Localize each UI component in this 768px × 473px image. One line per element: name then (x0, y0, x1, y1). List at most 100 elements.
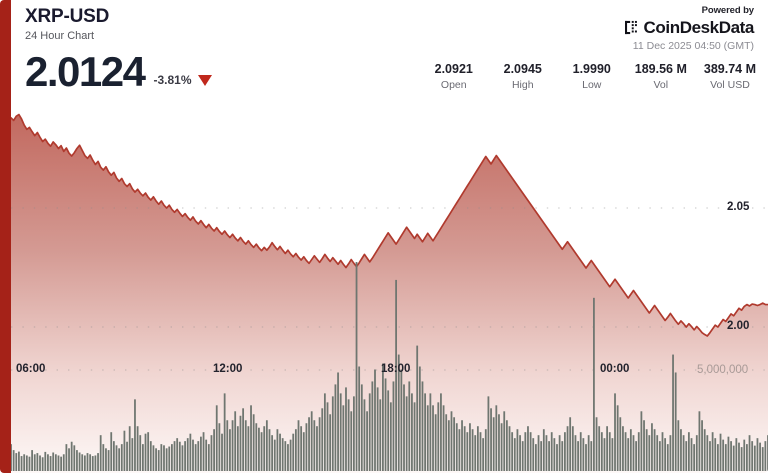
volume-bar (474, 435, 477, 471)
volume-bar (476, 426, 479, 471)
volume-bar (215, 405, 218, 471)
volume-bar (434, 414, 437, 471)
volume-bar (616, 405, 619, 471)
volume-bar (226, 420, 229, 471)
volume-bar (421, 381, 424, 471)
volume-bar (144, 433, 147, 471)
volume-bar (437, 402, 440, 471)
volume-bar (529, 432, 532, 471)
volume-bar (714, 438, 717, 471)
x-axis-tick-0000: 00:00 (600, 363, 630, 375)
volume-bar (152, 445, 155, 471)
volume-bar (651, 423, 653, 471)
volume-bar (521, 441, 524, 471)
volume-bar (326, 402, 329, 471)
volume-bar (685, 441, 688, 471)
volume-bar (564, 432, 566, 471)
title-block: XRP-USD 24 Hour Chart (25, 6, 109, 43)
volume-bar (60, 456, 63, 471)
volume-bar (197, 441, 200, 471)
volume-bar (490, 408, 492, 471)
volume-bar (743, 439, 746, 471)
volume-bar (508, 426, 511, 471)
volume-bar (62, 454, 65, 471)
volume-bar (234, 411, 237, 471)
volume-bar (189, 433, 192, 471)
volume-bar (682, 435, 685, 471)
volume-bar (134, 399, 136, 471)
volume-bar (637, 432, 640, 471)
brand-name-row: CoinDeskData (624, 18, 754, 37)
volume-bar (10, 444, 12, 471)
volume-bar (738, 442, 740, 471)
volume-bar (44, 451, 47, 471)
volume-bar (33, 454, 36, 471)
volume-bar (487, 396, 490, 471)
volume-bar (110, 432, 113, 471)
volume-bar (748, 435, 751, 471)
volume-bar (542, 429, 545, 471)
volume-bar (751, 441, 754, 471)
volume-bar (210, 435, 213, 471)
volume-bar (527, 426, 529, 471)
volume-bar (387, 390, 390, 471)
volume-bar (674, 372, 677, 471)
volume-bar (155, 448, 157, 471)
volume-bar (693, 444, 696, 471)
volume-bar (658, 441, 661, 471)
stat-low: 1.9990 Low (566, 62, 618, 92)
volume-bar (550, 432, 553, 471)
volume-bar (294, 429, 297, 471)
volume-bar (297, 420, 300, 471)
volume-bar (131, 438, 134, 471)
left-edge-accent (0, 0, 11, 473)
volume-bar (255, 423, 258, 471)
volume-bar (263, 426, 266, 471)
x-axis-tick-1200: 12:00 (213, 363, 243, 375)
volume-bar (57, 455, 60, 471)
volume-bar (635, 441, 638, 471)
volume-bar (83, 455, 86, 471)
volume-bar (429, 393, 432, 471)
volume-bar (213, 429, 215, 471)
volume-bar (200, 436, 202, 471)
volume-bar (730, 441, 732, 471)
volume-bar (593, 297, 595, 471)
volume-bar (192, 439, 194, 471)
volume-bar (284, 441, 287, 471)
volume-bar (178, 441, 181, 471)
volume-bar (244, 420, 247, 471)
price-line (10, 113, 768, 337)
volume-axis-tick: 5,000,000 (697, 364, 749, 376)
volume-bar (221, 433, 223, 471)
volume-bar (231, 420, 234, 471)
volume-bar (207, 444, 210, 471)
volume-bar (624, 432, 627, 471)
volume-bar (759, 442, 761, 471)
price-area-fill (11, 114, 768, 473)
volume-bar (350, 411, 353, 471)
volume-bar (479, 432, 482, 471)
volume-bar (463, 426, 466, 471)
volume-bar (345, 387, 347, 471)
volume-bar (432, 405, 434, 471)
triangle-down-icon (197, 74, 212, 86)
volume-bar (392, 381, 395, 471)
volume-bar (287, 444, 289, 471)
volume-bar (281, 438, 284, 471)
volume-bar (52, 452, 55, 471)
volume-bar (54, 454, 57, 471)
volume-bar (289, 439, 292, 471)
volume-bar (695, 435, 698, 471)
volume-bar (181, 445, 184, 471)
volume-bar (661, 432, 664, 471)
volume-bar (218, 423, 221, 471)
coindesk-logo-icon (624, 20, 637, 35)
ohlc-stats: 2.0921 Open 2.0945 High 1.9990 Low 189.56 M Vol… (411, 62, 756, 92)
volume-bar (331, 396, 334, 471)
volume-bar (78, 452, 81, 471)
volume-bar (761, 447, 764, 471)
volume-bar (608, 432, 611, 471)
volume-bar (76, 450, 78, 471)
volume-bar (229, 429, 231, 471)
